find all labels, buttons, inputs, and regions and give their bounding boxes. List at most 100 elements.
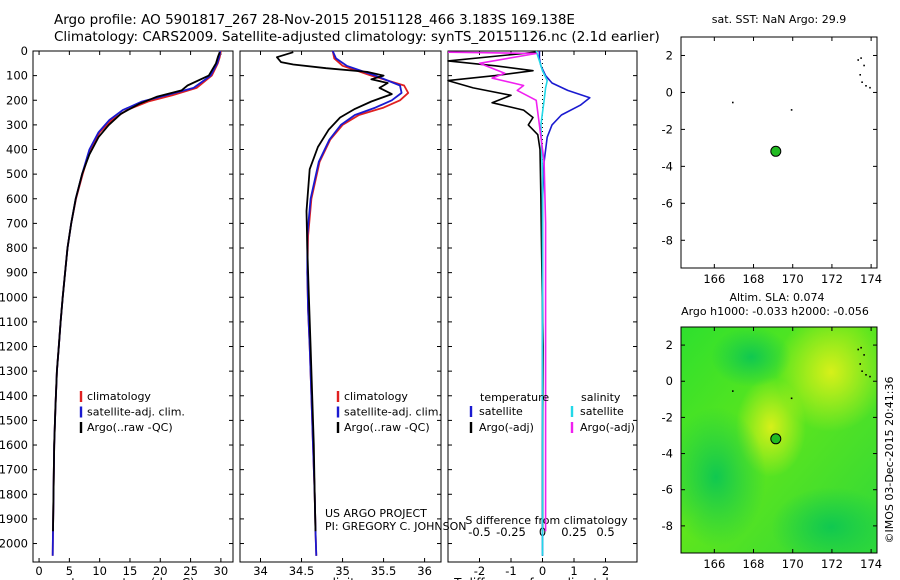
lat-tick-label: -6 [662,196,673,210]
depth-tick-label: 2000 [0,537,28,551]
sla-map-title: Altim. SLA: 0.074 [729,291,824,304]
island-marker [790,109,793,111]
legend-label: satellite [580,405,624,418]
argo-location-marker [770,433,782,445]
series-line [535,50,549,556]
lon-tick-label: 166 [703,557,725,571]
island-marker [859,74,861,76]
depth-tick-label: 500 [6,167,28,181]
plot-title-line1: Argo profile: AO 5901817_267 28-Nov-2015… [54,12,575,28]
depth-tick-label: 200 [6,93,28,107]
lat-tick-label: -2 [662,122,673,136]
depth-tick-label: 400 [6,143,28,157]
lat-tick-label: -8 [662,233,673,247]
legend-label: climatology [87,390,151,403]
lat-tick-label: -2 [662,410,673,424]
sst-map-title: sat. SST: NaN Argo: 29.9 [712,13,846,26]
legend-label: Argo(..raw -QC) [87,421,173,434]
island-marker [865,374,867,376]
x-tick-label: 10 [92,564,107,578]
x-tick-label: 0 [35,564,42,578]
island-marker [861,81,863,83]
sla-map-subtitle: Argo h1000: -0.033 h2000: -0.056 [681,305,869,318]
x-tick-label: 15 [123,564,138,578]
island-marker [732,390,734,392]
x-axis-label: temperature (deg C) [71,576,194,580]
legend-label: satellite [479,405,523,418]
island-marker [860,346,862,349]
island-marker [859,363,861,365]
depth-tick-label: 1500 [0,413,28,427]
series-line [306,50,403,556]
s-axis-label: S difference from climatology [465,514,628,527]
depth-tick-label: 300 [6,118,28,132]
panel-frame-temperature [32,50,234,563]
timestamp-label: ©IMOS 03-Dec-2015 20:41:36 [883,377,896,544]
lat-tick-label: 2 [666,338,673,352]
series-line [447,51,547,532]
lon-tick-label: 170 [782,557,804,571]
s-tick-label: 0.5 [596,525,614,539]
x-tick-label: 0 [539,564,546,578]
pi-label: PI: GREGORY C. JOHNSON [325,520,466,533]
lon-tick-label: 172 [821,272,843,286]
lon-tick-label: 168 [743,272,765,286]
depth-tick-label: 1200 [0,340,28,354]
lon-tick-label: 174 [860,272,882,286]
x-tick-label: 2 [602,564,609,578]
island-marker [861,370,863,372]
lon-tick-label: 172 [821,557,843,571]
lon-tick-label: 168 [743,557,765,571]
lat-tick-label: 2 [666,48,673,62]
series-line [52,51,221,532]
x-tick-label: 36 [417,564,432,578]
sla-field [681,327,877,553]
depth-tick-label: 600 [6,192,28,206]
depth-tick-label: 800 [6,241,28,255]
legend-label: Argo(-adj) [479,421,534,434]
legend-label: climatology [344,390,408,403]
lat-tick-label: -4 [662,447,673,461]
series-line [306,50,410,556]
depth-tick-label: 900 [6,266,28,280]
lat-tick-label: 0 [666,374,673,388]
series-line [447,51,544,532]
depth-tick-label: 1900 [0,512,28,526]
depth-tick-label: 1400 [0,389,28,403]
island-marker [857,59,859,61]
sla-low [771,487,877,553]
lon-tick-label: 170 [782,272,804,286]
lat-tick-label: -8 [662,519,673,533]
depth-tick-label: 1600 [0,438,28,452]
x-tick-label: -2 [474,564,485,578]
legend-label: Argo(-adj) [580,421,635,434]
x-tick-label: 1 [570,564,577,578]
s-tick-label: -0.5 [468,525,490,539]
sla-low [711,327,791,387]
x-tick-label: 25 [183,564,198,578]
depth-tick-label: 700 [6,216,28,230]
series-line [51,50,222,556]
lat-tick-label: 0 [666,85,673,99]
legend-title: salinity [581,391,621,404]
depth-tick-label: 100 [6,69,28,83]
depth-tick-label: 1100 [0,315,28,329]
legend-label: satellite-adj. clim. [87,406,185,419]
sla-low [681,407,766,547]
map-frame-sla_map [680,326,878,554]
x-tick-label: 30 [214,564,229,578]
x-tick-label: 20 [153,564,168,578]
x-axis-label: salinity [319,576,362,580]
x-tick-label: 5 [66,564,73,578]
legend-title: temperature [480,391,549,404]
island-marker [863,354,865,356]
panel-frame-salinity [239,50,442,563]
x-axis-label: T difference from climatology [453,576,631,580]
island-marker [863,64,865,67]
s-tick-label: -0.25 [496,525,526,539]
lon-tick-label: 174 [860,557,882,571]
series-line [51,50,222,556]
island-marker [732,101,734,104]
depth-tick-label: 1700 [0,463,28,477]
